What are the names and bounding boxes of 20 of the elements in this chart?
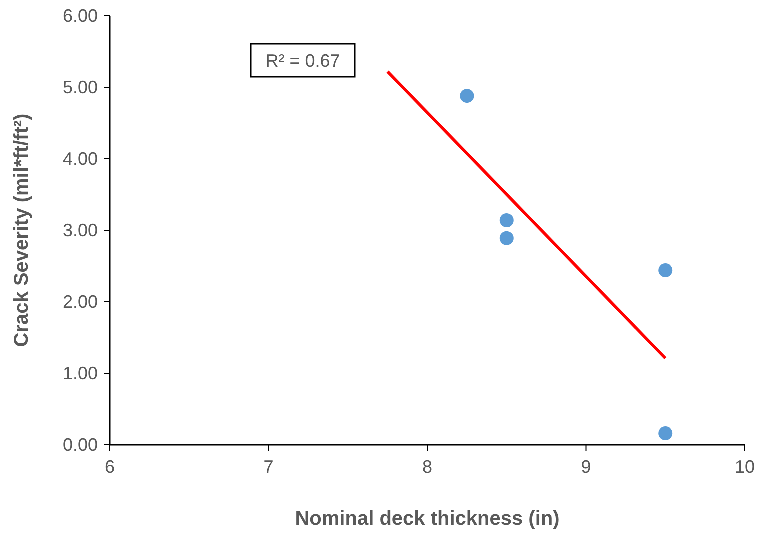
point: [460, 89, 474, 104]
point: [658, 426, 673, 441]
x-tick-label: 9: [581, 457, 592, 477]
x-tick-label: 10: [734, 457, 756, 477]
y-tick-label: 3.00: [62, 220, 98, 240]
y-tick-label: 0.00: [62, 435, 98, 455]
x-axis-title: Nominal deck thickness (in): [295, 508, 560, 530]
x-tick-label: 7: [264, 457, 274, 477]
y-tick-label: 4.00: [62, 149, 98, 169]
y-tick-label: 1.00: [62, 364, 98, 384]
y-tick-label: 6.00: [62, 6, 98, 26]
y-tick-label: 2.00: [62, 292, 98, 312]
point: [500, 213, 514, 228]
x-tick-label: 8: [422, 457, 433, 477]
point: [658, 264, 673, 278]
x-tick-label: 6: [104, 457, 116, 477]
y-axis-title: Crack Severity (mil*ft/ft²): [11, 114, 33, 348]
annotation: R² = 0.67: [266, 51, 340, 71]
y-tick-label: 5.00: [62, 78, 98, 98]
point: [500, 231, 514, 246]
